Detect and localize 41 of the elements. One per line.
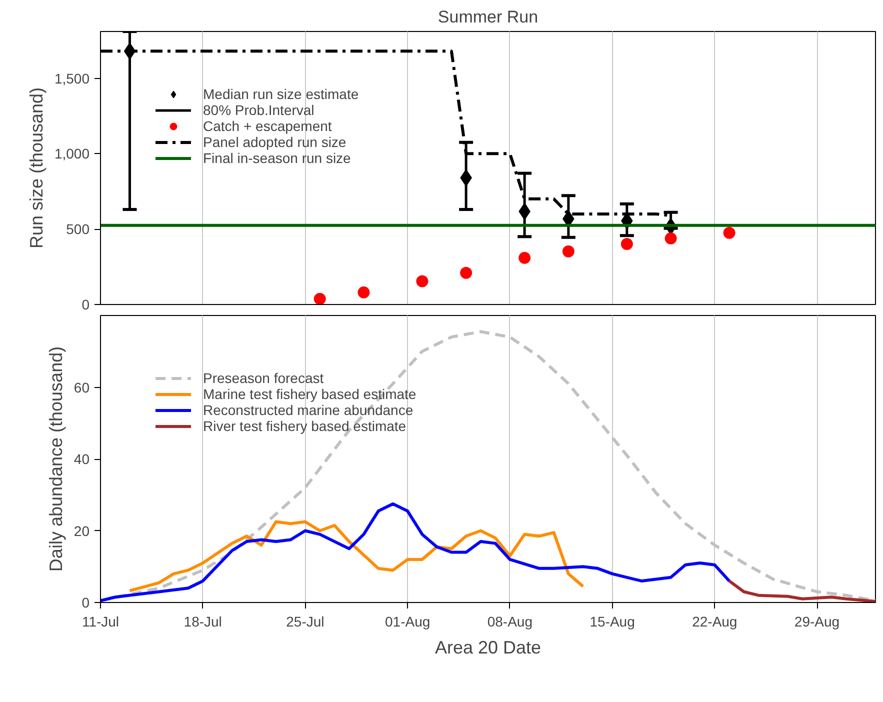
y-axis-title: Run size (thousand) [26,87,46,249]
y-tick-label: 0 [82,594,90,610]
point [314,292,326,304]
x-tick-label: 15-Aug [590,614,635,630]
point [518,252,531,264]
line-series [728,579,876,602]
point [562,245,574,258]
line-series [128,520,585,592]
x-tick-label: 11-Jul [82,614,120,630]
x-tick-label: 01-Aug [385,614,430,630]
point [358,286,370,298]
legend-label: Final in-season run size [203,150,351,166]
y-tick-label: 60 [74,379,90,396]
legend-label: Median run size estimate [203,86,359,102]
y-axis-title: Daily abundance (thousand) [46,346,66,572]
point [460,266,472,279]
x-tick-label: 25-Jul [286,614,324,630]
legend-label: Panel adopted run size [203,134,346,150]
legend-label: Marine test fishery based estimate [203,386,416,402]
point [664,232,677,244]
legend-label: River test fishery based estimate [203,418,406,434]
point [723,226,736,239]
y-tick-label: 0 [82,296,90,312]
y-tick-label: 40 [74,451,90,467]
legend-label: Reconstructed marine abundance [203,402,414,418]
x-axis-title: Area 20 Date [434,638,542,658]
line-series [100,502,731,602]
x-tick-label: 22-Aug [692,614,738,630]
legend-label: Preseason forecast [203,370,324,386]
annotation: 80% Prob.Interval [203,102,314,118]
y-tick-label: 1,000 [54,146,90,162]
x-tick-label: 08-Aug [487,614,533,630]
legend-label: Catch + escapement [203,118,332,134]
x-tick-label: 29-Aug [794,614,840,630]
y-tick-label: 500 [66,221,90,238]
point [416,275,428,288]
point [620,238,633,250]
chart-title: Summer Run [438,8,538,26]
y-tick-label: 1,500 [54,70,90,86]
x-tick-label: 18-Jul [184,614,222,630]
y-tick-label: 20 [74,522,90,539]
